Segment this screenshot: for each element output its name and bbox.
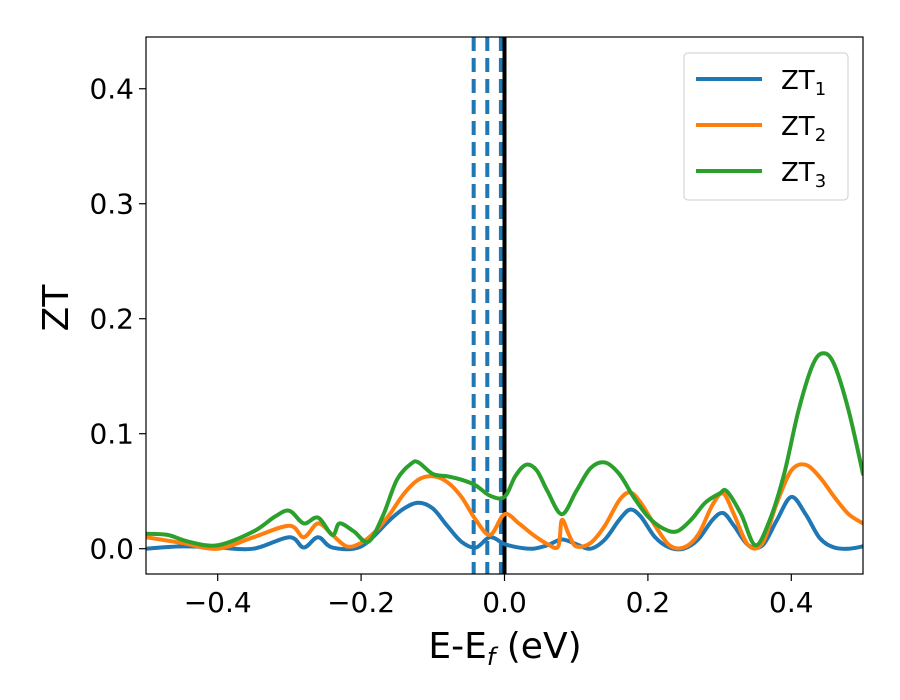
x-tick-label: −0.2 bbox=[327, 586, 395, 619]
y-axis-label: ZT bbox=[36, 284, 77, 332]
y-tick-label: 0.1 bbox=[89, 418, 134, 451]
x-tick-label: −0.4 bbox=[184, 586, 252, 619]
legend-label-zt2: ZT2 bbox=[781, 112, 826, 146]
series-line-zt2 bbox=[146, 462, 863, 551]
legend-item-zt2: ZT2 bbox=[696, 112, 826, 146]
legend-label-zt1: ZT1 bbox=[781, 66, 826, 100]
legend-label-zt3-sub: 3 bbox=[815, 171, 826, 192]
legend-frame bbox=[683, 52, 849, 201]
x-tick-label: 0.0 bbox=[482, 586, 527, 619]
x-axis-label: E-Ef (eV) bbox=[428, 626, 581, 671]
legend-label-zt2-main: ZT bbox=[781, 112, 815, 142]
legend-label-zt1-sub: 1 bbox=[815, 79, 826, 100]
legend-label-zt3: ZT3 bbox=[781, 158, 826, 192]
x-tick-label: 0.4 bbox=[769, 586, 814, 619]
legend-label-zt3-main: ZT bbox=[781, 158, 815, 188]
legend-label-zt1-main: ZT bbox=[781, 66, 815, 96]
y-tick-label: 0.4 bbox=[89, 73, 134, 106]
series-lines bbox=[146, 351, 863, 552]
y-tick-label: 0.3 bbox=[89, 188, 134, 221]
x-axis-label-main: E-E bbox=[428, 626, 486, 667]
y-axis-ticks: 0.0 0.1 0.2 0.3 0.4 bbox=[89, 73, 146, 566]
legend-item-zt1: ZT1 bbox=[696, 66, 826, 100]
legend: ZT1 ZT2 ZT3 bbox=[683, 52, 849, 201]
y-tick-label: 0.2 bbox=[89, 303, 134, 336]
plot-frame bbox=[145, 36, 864, 575]
y-tick-label: 0.0 bbox=[89, 533, 134, 566]
x-axis-label-tail: (eV) bbox=[495, 626, 581, 667]
x-tick-label: 0.2 bbox=[626, 586, 671, 619]
x-axis-ticks: −0.4 −0.2 0.0 0.2 0.4 bbox=[184, 574, 814, 619]
series-line-zt3 bbox=[146, 351, 863, 548]
legend-item-zt3: ZT3 bbox=[696, 158, 826, 192]
legend-label-zt2-sub: 2 bbox=[815, 125, 826, 146]
